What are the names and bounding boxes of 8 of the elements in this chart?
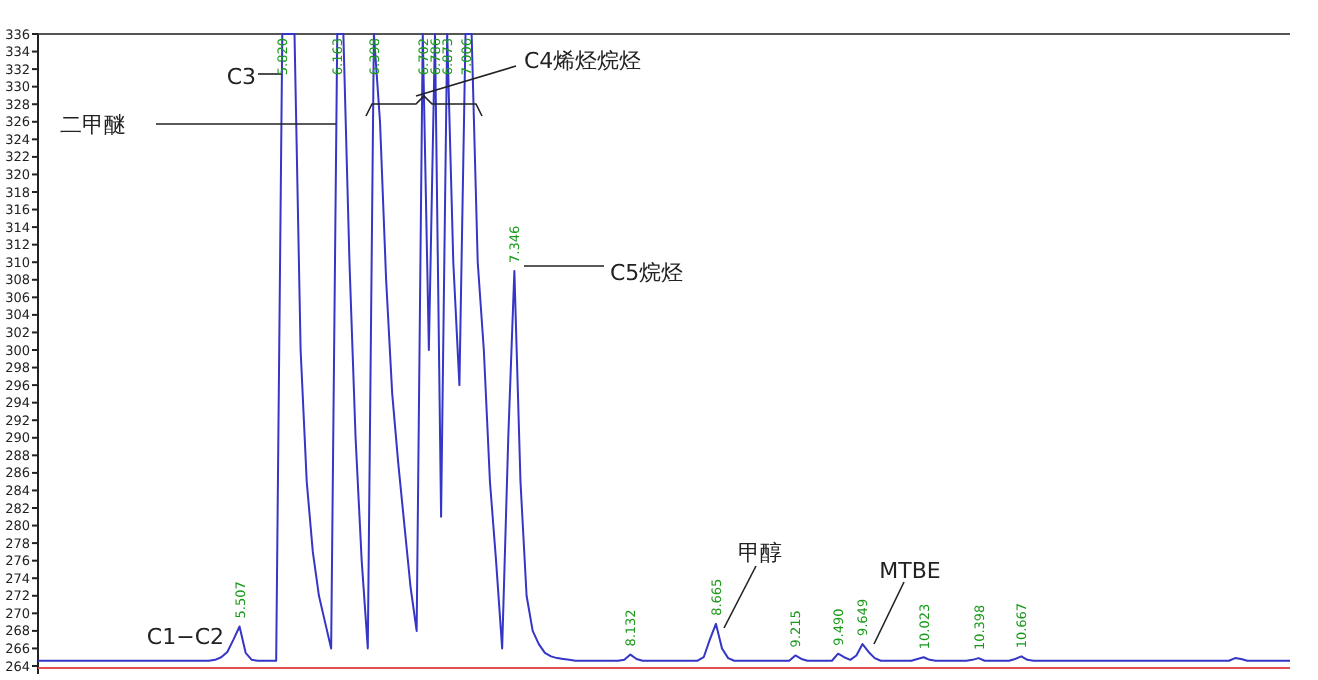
annotation: MTBE xyxy=(879,557,941,584)
annotation: C1−C2 xyxy=(146,623,224,650)
annotation: 甲醇 xyxy=(738,539,782,566)
annotation: C5烷烃 xyxy=(610,259,684,286)
annotation: 二甲醚 xyxy=(60,111,126,138)
line-series xyxy=(37,33,1291,662)
annotation: C4烯烃烷烃 xyxy=(524,47,642,74)
annotation: C3 xyxy=(226,63,256,90)
